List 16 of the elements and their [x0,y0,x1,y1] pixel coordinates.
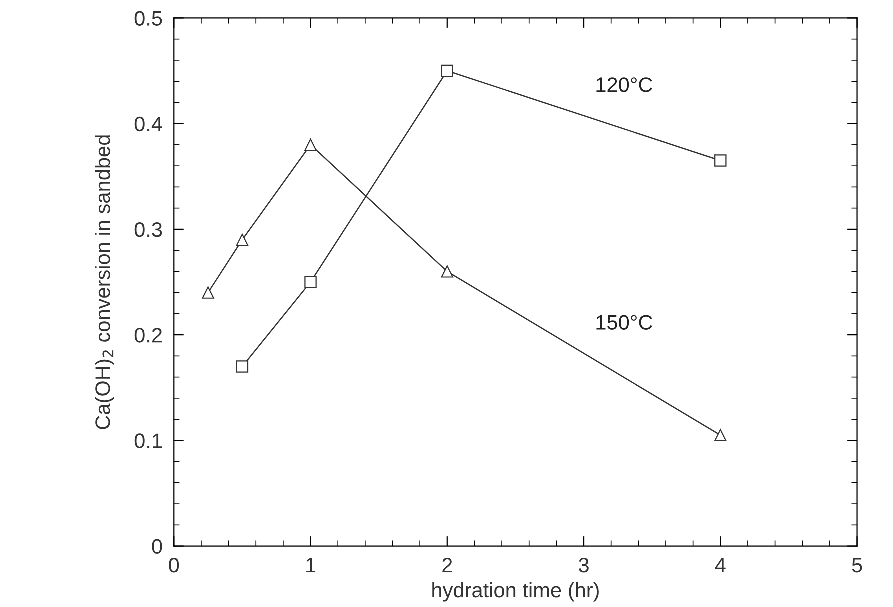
x-tick-label: 2 [442,558,452,573]
x-tick-label: 1 [306,558,316,573]
x-tick-label: 5 [852,558,862,573]
y-tick-label: 0.2 [134,328,162,343]
y-tick-label: 0.5 [134,11,162,26]
y-tick-label: 0.4 [134,116,162,132]
y-tick-label: 0 [152,539,162,554]
x-axis-title: hydration time (hr) [432,582,599,602]
x-tick-label: 0 [169,558,180,573]
y-tick-label: 0.3 [134,222,162,238]
series-label: 150°C [596,315,652,330]
x-tick-label: 4 [715,558,726,573]
y-axis-title: Ca(OH)$_{2}$ conversion in sandbed [95,136,114,430]
y-tick-label: 0.1 [134,434,162,448]
series-label: 120°C [596,78,652,92]
x-tick-label: 3 [579,558,589,573]
